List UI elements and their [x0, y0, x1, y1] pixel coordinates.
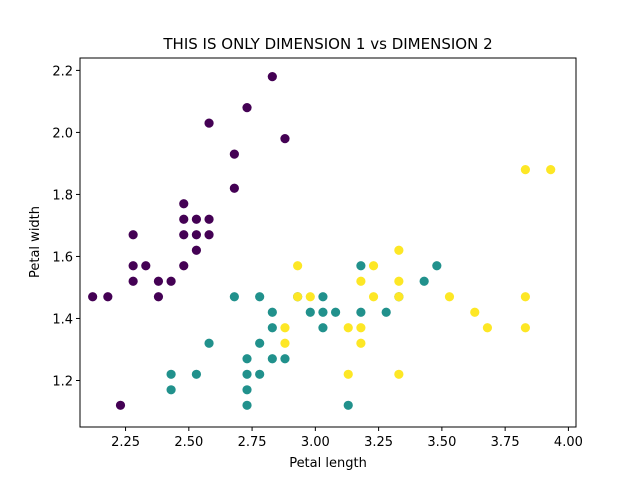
- y-tick-label: 2.0: [52, 126, 73, 141]
- data-point: [242, 103, 252, 113]
- x-tick-label: 3.25: [364, 435, 393, 450]
- data-point: [191, 369, 202, 379]
- data-point: [267, 354, 277, 364]
- data-point: [166, 369, 176, 379]
- x-tick-label: 4.00: [554, 435, 583, 450]
- data-point: [242, 369, 252, 379]
- data-point: [255, 369, 265, 379]
- data-point: [267, 72, 277, 82]
- data-point: [267, 323, 277, 333]
- data-point: [103, 292, 113, 302]
- x-tick-label: 3.50: [427, 435, 456, 450]
- data-point: [179, 199, 189, 209]
- data-point: [546, 165, 556, 175]
- y-axis-label: Petal width: [28, 206, 43, 278]
- y-tick-label: 1.6: [52, 250, 73, 265]
- data-point: [318, 307, 328, 317]
- plot-frame: [79, 57, 577, 428]
- data-point: [394, 369, 404, 379]
- data-point: [229, 183, 239, 193]
- data-point: [356, 307, 366, 317]
- data-point: [343, 323, 353, 333]
- data-point: [520, 323, 530, 333]
- data-point: [179, 230, 189, 240]
- data-point: [305, 292, 315, 302]
- data-point: [229, 292, 239, 302]
- data-point: [520, 292, 530, 302]
- data-point: [229, 149, 239, 159]
- y-tick-label: 1.4: [52, 312, 73, 327]
- data-point: [204, 338, 214, 348]
- data-point: [191, 245, 202, 255]
- data-point: [191, 230, 202, 240]
- data-point: [153, 292, 164, 302]
- data-point: [280, 354, 290, 364]
- data-point: [356, 261, 366, 271]
- data-point: [204, 230, 214, 240]
- y-axis: 1.2 1.4 1.6 1.8 2.0 2.2: [52, 64, 80, 389]
- data-point: [153, 276, 164, 286]
- data-point: [88, 292, 98, 302]
- data-point: [267, 307, 277, 317]
- data-point: [343, 369, 353, 379]
- data-point: [204, 214, 214, 224]
- data-point: [356, 338, 366, 348]
- data-point: [242, 354, 252, 364]
- data-point: [255, 338, 265, 348]
- data-point: [381, 307, 391, 317]
- data-point: [394, 245, 404, 255]
- data-point: [128, 261, 138, 271]
- data-point: [242, 400, 252, 410]
- data-point: [166, 385, 176, 395]
- data-point: [318, 292, 328, 302]
- data-point: [356, 276, 366, 286]
- y-tick-label: 1.2: [52, 374, 73, 389]
- data-point: [280, 338, 290, 348]
- data-point: [128, 230, 138, 240]
- data-point: [394, 276, 404, 286]
- data-point: [141, 261, 151, 271]
- x-tick-label: 2.25: [111, 435, 140, 450]
- x-axis: 2.25 2.50 2.75 3.00 3.25 3.50 3.75 4.00: [111, 427, 583, 450]
- data-point: [128, 276, 138, 286]
- data-point: [432, 261, 442, 271]
- chart-title: THIS IS ONLY DIMENSION 1 vs DIMENSION 2: [162, 35, 492, 53]
- data-point: [444, 292, 455, 302]
- y-tick-label: 1.8: [52, 188, 73, 203]
- data-point: [242, 385, 252, 395]
- x-tick-label: 3.75: [491, 435, 520, 450]
- data-point: [115, 400, 126, 410]
- data-point: [305, 307, 315, 317]
- data-point: [204, 118, 214, 128]
- data-point: [293, 261, 303, 271]
- x-axis-label: Petal length: [289, 456, 367, 471]
- x-tick-label: 3.00: [301, 435, 330, 450]
- x-tick-label: 2.75: [238, 435, 267, 450]
- data-point: [394, 292, 404, 302]
- data-point: [179, 261, 189, 271]
- data-point: [368, 261, 379, 271]
- data-point: [482, 323, 493, 333]
- data-point: [419, 276, 429, 286]
- data-point: [318, 323, 328, 333]
- data-point: [280, 323, 290, 333]
- data-point: [280, 134, 290, 144]
- data-point: [356, 323, 366, 333]
- data-point: [293, 292, 303, 302]
- points-layer: [88, 72, 556, 410]
- data-point: [330, 307, 341, 317]
- data-point: [179, 214, 189, 224]
- y-tick-label: 2.2: [52, 64, 73, 79]
- data-point: [520, 165, 530, 175]
- data-point: [166, 276, 176, 286]
- data-point: [470, 307, 480, 317]
- x-tick-label: 2.50: [174, 435, 203, 450]
- data-point: [191, 214, 202, 224]
- data-point: [255, 292, 265, 302]
- data-point: [343, 400, 353, 410]
- data-point: [368, 292, 379, 302]
